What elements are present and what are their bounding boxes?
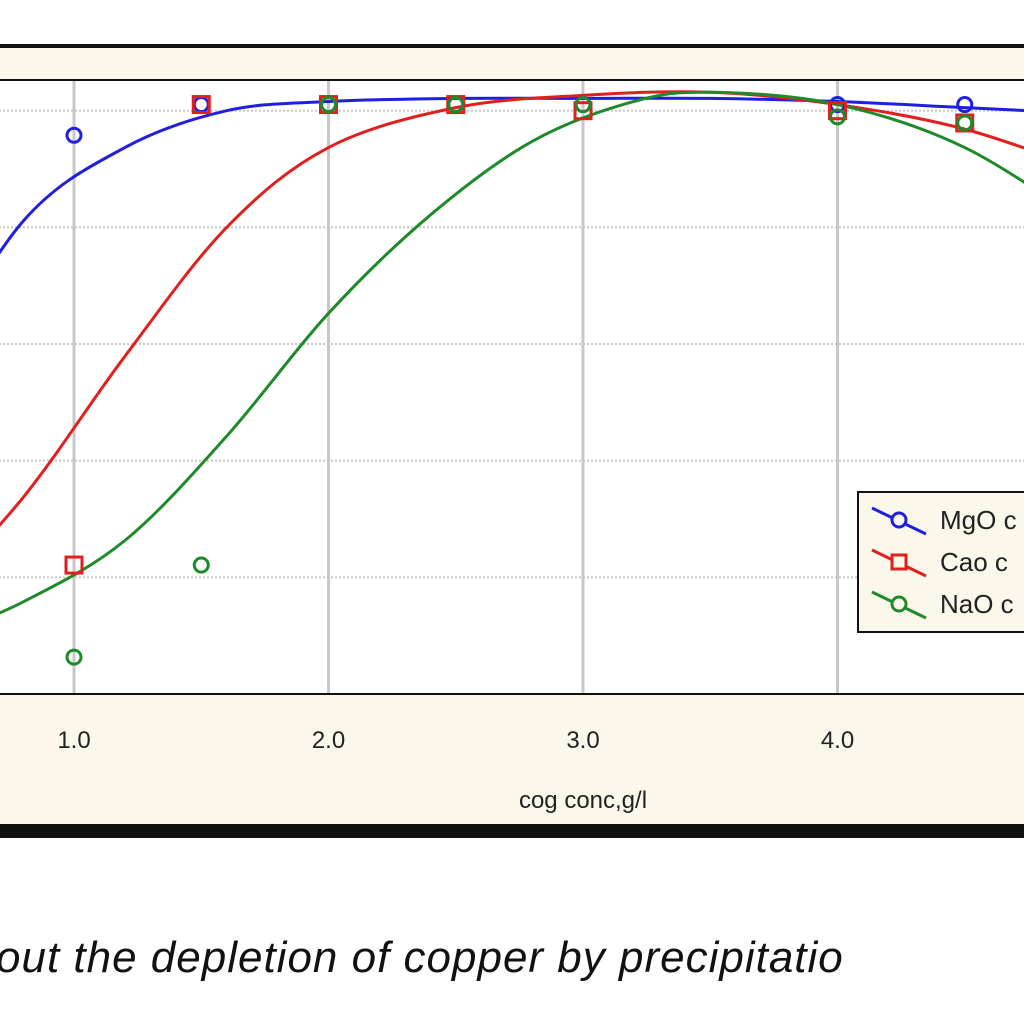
x-tick-labels: 1.0 2.0 3.0 4.0 [57, 727, 854, 754]
legend-marker-0 [890, 511, 908, 529]
data-point-1-0 [64, 555, 84, 575]
series-line-1 [0, 90, 1024, 527]
data-point-2-2 [320, 96, 337, 114]
x-tick-label-3: 4.0 [821, 727, 854, 754]
data-point-2-6 [956, 114, 974, 132]
plot-area [0, 80, 1024, 694]
grid-lines [0, 80, 1024, 694]
legend-label-2: NaO c [940, 589, 1014, 619]
x-tick-label-2: 3.0 [566, 727, 599, 754]
legend-label-0: MgO c [940, 505, 1017, 535]
data-point-2-5 [829, 108, 846, 126]
legend-marker-1 [890, 553, 908, 571]
series-markers [64, 95, 975, 666]
data-point-2-1 [192, 556, 210, 574]
x-tick-label-1: 2.0 [312, 727, 345, 754]
data-point-2-4 [574, 96, 592, 114]
data-point-0-0 [65, 126, 83, 144]
data-point-1-1 [191, 95, 211, 115]
figure-bottom-bar [0, 824, 1024, 838]
data-point-1-4 [573, 101, 593, 121]
legend: MgO c Cao c NaO c [857, 491, 1024, 633]
legend-label-1: Cao c [940, 547, 1008, 577]
data-point-2-0 [65, 648, 83, 666]
plot-border [0, 79, 1024, 695]
x-tick-label-0: 1.0 [57, 727, 90, 754]
series-line-2 [0, 90, 1024, 615]
data-point-2-3 [447, 96, 465, 114]
figure-caption: out the depletion of copper by precipita… [0, 933, 844, 982]
legend-marker-2 [890, 595, 908, 613]
data-point-0-6 [956, 96, 974, 114]
data-point-1-5 [828, 101, 847, 121]
x-axis-label: cog conc,g/l [519, 787, 647, 814]
